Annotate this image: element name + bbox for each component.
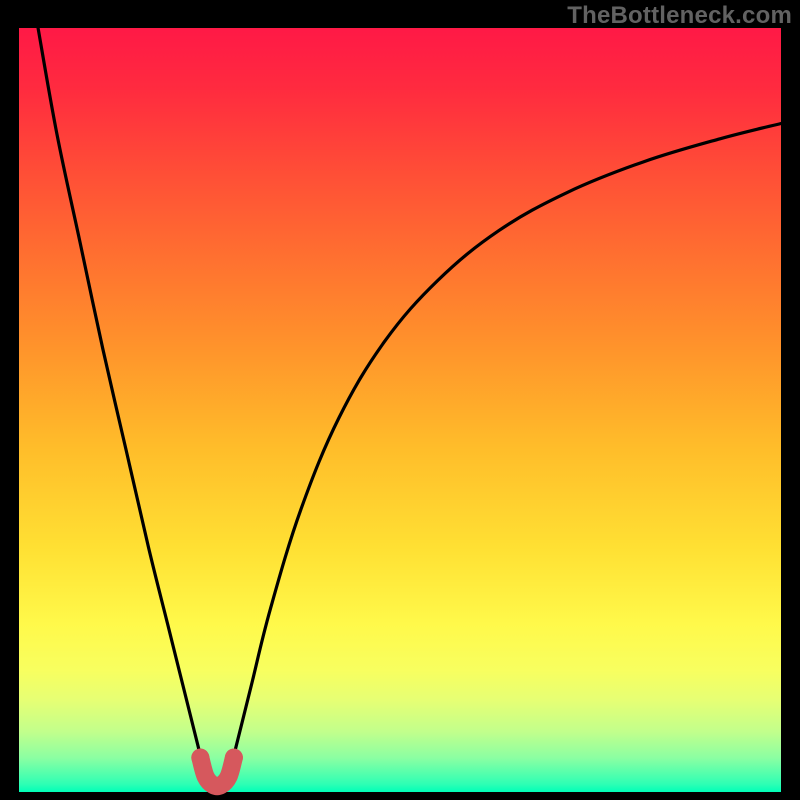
dip-marker-cap [191,749,209,767]
watermark-text: TheBottleneck.com [567,2,792,30]
plot-background [19,28,781,792]
dip-marker-cap [225,749,243,767]
figure-root: TheBottleneck.com [0,0,800,800]
plot-svg [0,0,800,800]
